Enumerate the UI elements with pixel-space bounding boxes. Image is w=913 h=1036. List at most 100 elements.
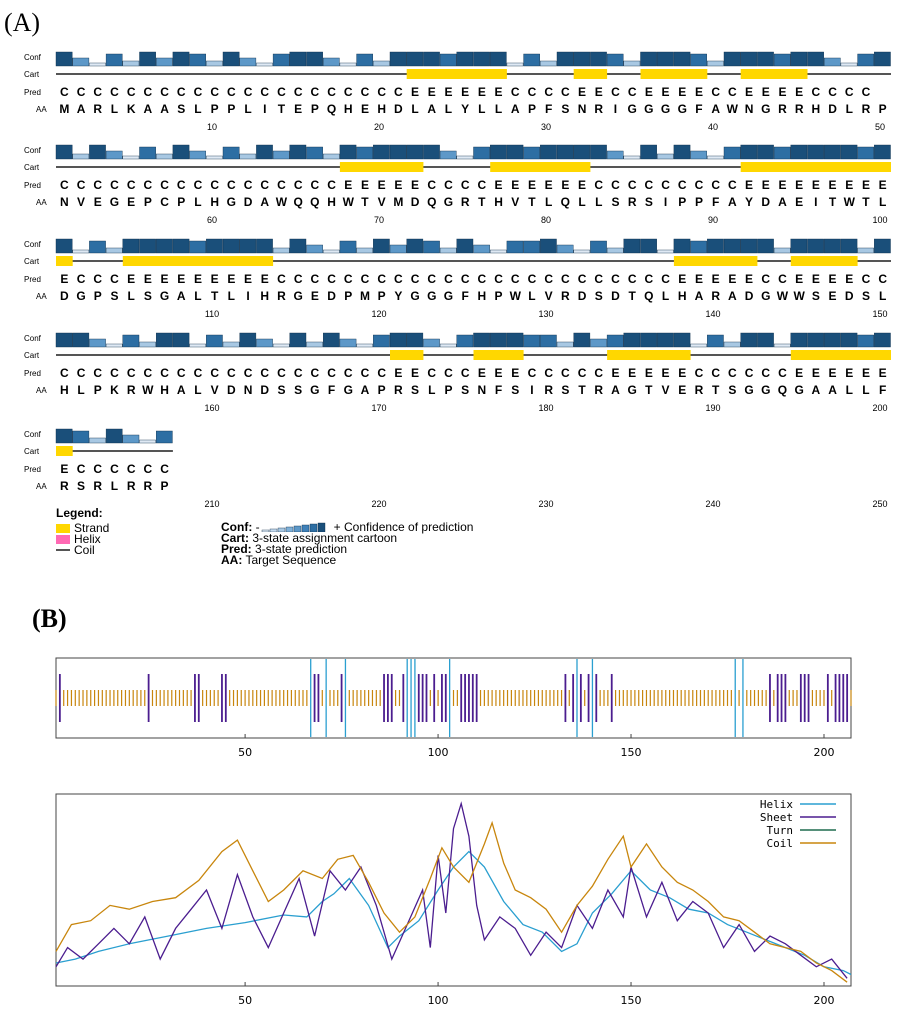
confidence-bar xyxy=(757,238,774,254)
row-label-aa: AA xyxy=(36,482,47,491)
pred-char: E xyxy=(678,272,686,286)
confidence-bar xyxy=(657,153,674,160)
aa-char: T xyxy=(211,289,219,303)
pred-char: C xyxy=(93,178,102,192)
aa-char: S xyxy=(294,383,302,397)
confidence-bar xyxy=(122,434,140,444)
pred-char: C xyxy=(294,178,303,192)
pred-char: C xyxy=(594,178,603,192)
confidence-bar xyxy=(757,332,774,348)
aa-char: G xyxy=(644,102,653,116)
confidence-bar xyxy=(139,341,156,348)
aa-char: E xyxy=(678,383,686,397)
confidence-bar xyxy=(573,51,591,67)
confidence-bar xyxy=(824,238,841,254)
confidence-bar xyxy=(807,332,824,348)
aa-char: E xyxy=(94,195,102,209)
pred-char: C xyxy=(478,178,487,192)
confidence-bar xyxy=(657,51,674,67)
confidence-bar xyxy=(356,53,374,67)
confidence-bar xyxy=(824,332,841,348)
aa-char: R xyxy=(127,383,136,397)
aa-char: R xyxy=(594,383,603,397)
aa-char: L xyxy=(495,102,502,116)
aa-char: P xyxy=(211,102,219,116)
aa-char: H xyxy=(344,102,353,116)
pred-char: C xyxy=(344,85,353,99)
pred-char: C xyxy=(828,85,837,99)
aa-char: G xyxy=(410,289,419,303)
confidence-bar xyxy=(289,51,307,67)
track-tick-label: 50 xyxy=(238,746,252,759)
legend-def-pred: Pred: 3-state prediction xyxy=(221,543,473,555)
pred-char: E xyxy=(361,178,369,192)
aa-char: R xyxy=(628,195,637,209)
aa-char: G xyxy=(293,289,302,303)
strand-segment xyxy=(339,162,424,172)
confidence-bar xyxy=(323,57,340,67)
aa-char: H xyxy=(678,289,687,303)
secondary-structure-track: 50 100 150 200 xyxy=(55,657,852,759)
pred-char: C xyxy=(210,178,219,192)
confidence-bar xyxy=(72,153,90,160)
confidence-bar xyxy=(623,332,641,348)
aa-char: A xyxy=(144,102,153,116)
pred-char: E xyxy=(227,272,235,286)
aa-char: L xyxy=(545,195,552,209)
aa-char: A xyxy=(77,102,86,116)
pred-char: C xyxy=(93,85,102,99)
pred-char: C xyxy=(561,272,570,286)
confidence-bar xyxy=(673,51,691,67)
confidence-bar xyxy=(189,240,207,254)
aa-char: L xyxy=(194,102,201,116)
confidence-bar xyxy=(89,62,106,67)
chart-frame xyxy=(55,793,852,987)
confidence-bar xyxy=(389,51,407,67)
pred-char: E xyxy=(595,85,603,99)
aa-char: V xyxy=(511,195,519,209)
row-label-conf: Conf xyxy=(24,146,41,155)
legend-title: Legend: xyxy=(56,506,103,520)
pred-char: E xyxy=(211,272,219,286)
confidence-bar xyxy=(356,146,374,160)
aa-char: A xyxy=(728,195,737,209)
position-tick-label: 80 xyxy=(541,215,551,225)
confidence-bar xyxy=(105,150,123,160)
aa-char: C xyxy=(160,195,169,209)
confidence-bar xyxy=(206,238,223,254)
pred-char: C xyxy=(160,366,169,380)
confidence-bar xyxy=(573,332,591,348)
row-label-pred: Pred xyxy=(24,181,41,190)
confidence-bar xyxy=(272,150,290,160)
confidence-bar xyxy=(289,144,307,160)
confidence-bar xyxy=(490,332,507,348)
aa-char: S xyxy=(812,289,820,303)
aa-char: R xyxy=(862,102,871,116)
legend-coil: Coil xyxy=(56,544,109,556)
confidence-bar xyxy=(239,153,257,160)
pred-char: C xyxy=(277,272,286,286)
confidence-bar xyxy=(740,238,758,254)
strand-segment xyxy=(790,256,858,266)
confidence-bar xyxy=(473,146,490,160)
aa-char: M xyxy=(59,102,69,116)
confidence-bar xyxy=(773,146,791,160)
confidence-bar xyxy=(72,430,90,444)
aa-char: D xyxy=(578,289,587,303)
pred-char: C xyxy=(110,85,119,99)
confidence-bar xyxy=(239,57,257,67)
aa-char: G xyxy=(427,289,436,303)
pred-char: E xyxy=(444,85,452,99)
aa-char: Q xyxy=(644,289,653,303)
pred-char: E xyxy=(344,178,352,192)
coil-series-line xyxy=(55,820,848,983)
pred-char: C xyxy=(711,178,720,192)
pred-char: C xyxy=(93,366,102,380)
def-val-cart: 3-state assignment cartoon xyxy=(252,531,398,545)
row-label-pred: Pred xyxy=(24,275,41,284)
position-tick-label: 90 xyxy=(708,215,718,225)
def-val-aa: Target Sequence xyxy=(245,553,337,567)
confidence-bar xyxy=(790,51,808,67)
aa-char: E xyxy=(294,102,302,116)
aa-char: M xyxy=(360,289,370,303)
